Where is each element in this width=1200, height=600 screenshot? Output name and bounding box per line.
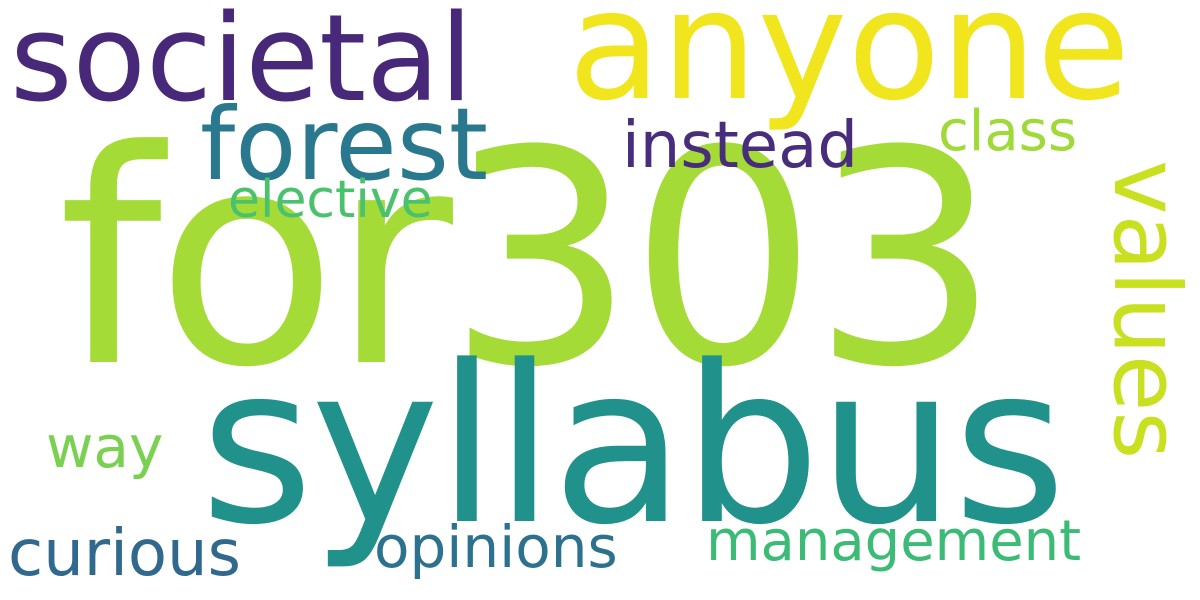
word-syllabus: syllabus (200, 320, 1066, 573)
word-opinions: opinions (374, 518, 618, 576)
word-text: forest (200, 86, 489, 203)
word-anyone: anyone (568, 0, 1130, 122)
word-text: societal (10, 0, 474, 129)
word-text: opinions (374, 513, 618, 581)
word-text: elective (228, 170, 433, 230)
word-text: instead (622, 109, 858, 183)
word-way: way (46, 418, 163, 476)
word-curious: curious (8, 522, 241, 586)
word-class: class (938, 104, 1077, 160)
word-text: class (938, 99, 1078, 164)
word-elective: elective (228, 174, 433, 226)
word-text: for303 (58, 87, 1000, 432)
word-text: way (46, 413, 164, 481)
word-values: values (1093, 160, 1200, 460)
word-text: curious (8, 517, 241, 591)
word-text: management (706, 509, 1082, 574)
word-text: values (1093, 160, 1200, 460)
word-for303: for303 (58, 87, 1000, 432)
word-societal: societal (10, 0, 473, 120)
word-text: syllabus (200, 320, 1066, 573)
word-forest: forest (200, 95, 488, 195)
word-management: management (706, 514, 1081, 570)
word-instead: instead (622, 114, 858, 178)
word-text: anyone (568, 0, 1131, 134)
